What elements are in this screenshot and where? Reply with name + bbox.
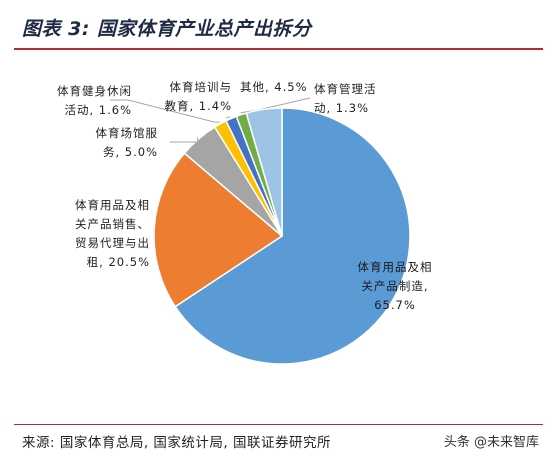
slice-label: 体育健身休闲 活动, 1.6% — [57, 84, 132, 117]
leader-line — [110, 99, 220, 123]
slice-label: 体育培训与 教育, 1.4% — [164, 80, 232, 113]
source-note: 来源: 国家体育总局, 国家统计局, 国联证券研究所 — [22, 435, 332, 451]
slice-label: 其他, 4.5% — [240, 80, 308, 94]
pie-slice — [245, 107, 283, 237]
footer-divider — [14, 424, 543, 425]
leader-line — [225, 116, 231, 119]
pie-slice — [174, 107, 411, 365]
title-divider — [14, 48, 543, 50]
slice-label: 体育用品及相 关产品销售、 贸易代理与出 租, 20.5% — [75, 198, 150, 269]
pie-slice — [153, 152, 284, 308]
slice-label: 体育场馆服 务, 5.0% — [95, 126, 158, 159]
slice-label: 体育管理活 动, 1.3% — [314, 82, 377, 115]
watermark: 头条 @未来智库 — [443, 435, 539, 450]
leader-line — [170, 137, 199, 143]
slice-label: 体育用品及相 关产品制造, 65.7% — [357, 260, 433, 312]
chart-title: 图表 3: 国家体育产业总产出拆分 — [22, 18, 312, 40]
